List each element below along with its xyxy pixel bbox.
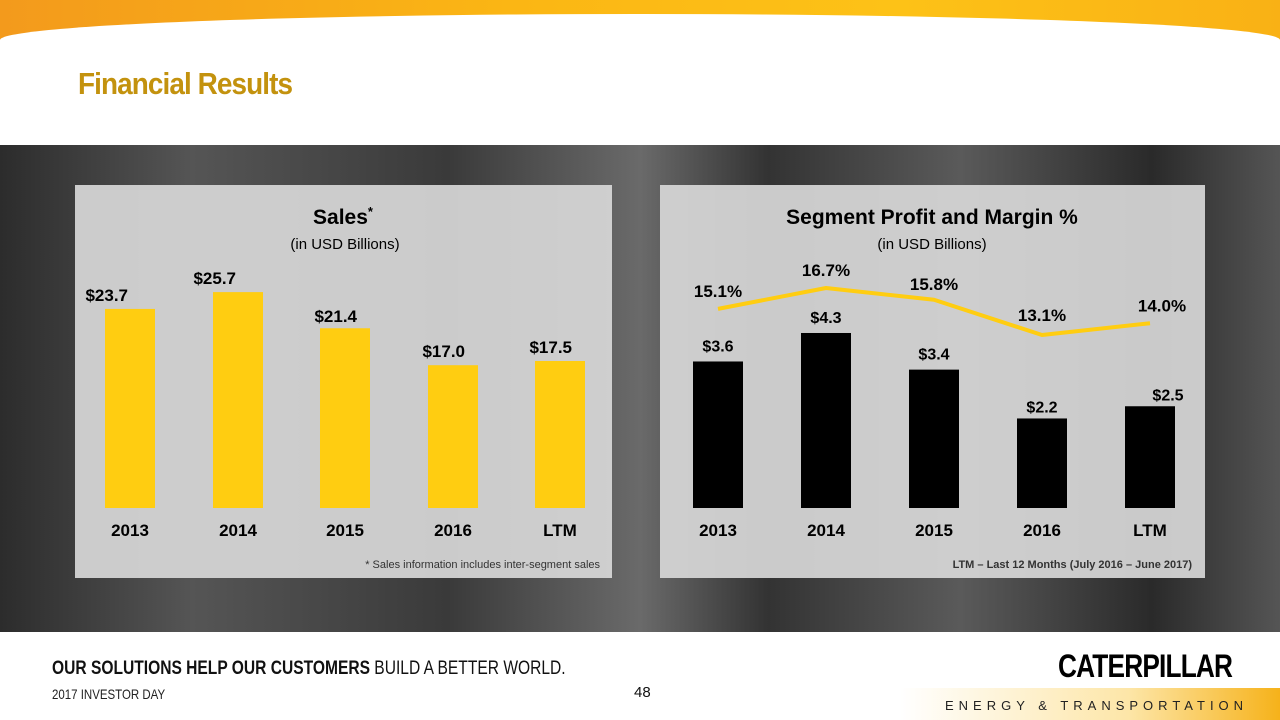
profit-x-tick: 2016 [1023, 521, 1061, 540]
logo-text: CATERPILLAR [1058, 648, 1233, 684]
sales-bar [428, 365, 478, 508]
profit-data-label: $2.5 [1152, 387, 1183, 404]
sales-x-tick: 2015 [326, 521, 364, 540]
profit-bar [801, 332, 851, 508]
tagline-rest: BUILD A BETTER WORLD. [369, 658, 566, 679]
sales-title-text: Sales [313, 206, 368, 229]
margin-data-label: 13.1% [1018, 306, 1066, 325]
event-label: 2017 INVESTOR DAY [52, 686, 166, 702]
profit-data-label: $4.3 [810, 310, 841, 327]
profit-x-tick: LTM [1133, 521, 1167, 540]
division-gradient [900, 688, 1280, 720]
banner-curve [0, 14, 1280, 74]
profit-bar [693, 361, 743, 508]
sales-x-tick: 2014 [219, 521, 257, 540]
chart-marks: $23.7 2013 $25.7 2014 $21.4 2015 $17.0 2016 $17.… [85, 261, 1186, 540]
sales-footnote: * Sales information includes inter-segme… [365, 559, 600, 571]
sales-x-tick: 2013 [111, 521, 149, 540]
division-name: ENERGY & TRANSPORTATION [945, 698, 1249, 713]
sales-bar [535, 361, 585, 508]
caterpillar-logo: CATERPILLAR [1058, 648, 1233, 685]
profit-footnote: LTM – Last 12 Months (July 2016 – June 2… [953, 559, 1193, 571]
page-title: Financial Results [78, 66, 293, 101]
sales-title-mark: * [368, 204, 374, 219]
sales-x-tick: 2016 [434, 521, 472, 540]
sales-x-tick: LTM [543, 521, 577, 540]
sales-data-label: $17.5 [529, 338, 572, 357]
profit-data-label: $3.6 [702, 338, 733, 355]
sales-bar [213, 292, 263, 508]
sales-data-label: $17.0 [422, 342, 465, 361]
profit-subtitle: (in USD Billions) [877, 236, 986, 253]
profit-bar [1125, 406, 1175, 508]
sales-bar [105, 308, 155, 508]
sales-subtitle: (in USD Billions) [290, 236, 399, 253]
sales-bar [320, 328, 370, 508]
tagline-bold: OUR SOLUTIONS HELP OUR CUSTOMERS [52, 658, 370, 679]
profit-data-label: $2.2 [1026, 399, 1057, 416]
sales-title: Sales* [313, 204, 374, 229]
page-number: 48 [634, 684, 651, 701]
sales-data-label: $23.7 [85, 286, 128, 305]
margin-data-label: 16.7% [802, 261, 850, 280]
margin-data-label: 14.0% [1138, 296, 1186, 315]
profit-x-tick: 2014 [807, 521, 845, 540]
sales-data-label: $25.7 [193, 269, 236, 288]
margin-data-label: 15.8% [910, 275, 958, 294]
sales-data-label: $21.4 [314, 307, 357, 326]
profit-data-label: $3.4 [918, 347, 949, 364]
margin-data-label: 15.1% [694, 282, 742, 301]
profit-x-tick: 2015 [915, 521, 953, 540]
tagline: OUR SOLUTIONS HELP OUR CUSTOMERS BUILD A… [52, 658, 566, 680]
profit-title: Segment Profit and Margin % [786, 206, 1078, 229]
profit-x-tick: 2013 [699, 521, 737, 540]
profit-bar [909, 369, 959, 508]
profit-bar [1017, 418, 1067, 508]
